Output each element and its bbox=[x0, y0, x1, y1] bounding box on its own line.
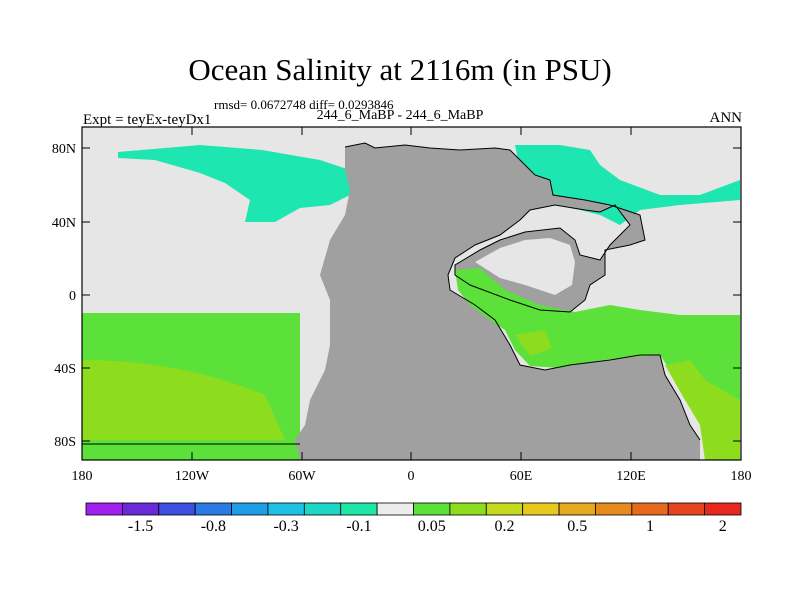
southeast-strong-anomaly bbox=[665, 360, 740, 460]
land-mass bbox=[295, 143, 700, 460]
colorbar-swatch bbox=[558, 502, 596, 516]
colorbar-swatch bbox=[194, 502, 232, 516]
lon-label-180w: 180 bbox=[72, 469, 93, 484]
tethys-strong-anomaly bbox=[515, 330, 552, 356]
coastline bbox=[344, 142, 701, 441]
period-label: 244_6_MaBP - 244_6_MaBP bbox=[316, 108, 484, 123]
colorbar-swatch bbox=[376, 502, 414, 516]
colorbar-label: -0.3 bbox=[273, 518, 298, 535]
colorbar-label: 0.5 bbox=[567, 518, 587, 535]
colorbar-swatch bbox=[303, 502, 342, 516]
colorbar-swatch bbox=[485, 502, 524, 516]
colorbar-swatch bbox=[631, 502, 669, 516]
lat-label-0: 0 bbox=[69, 289, 76, 304]
colorbar-swatch bbox=[704, 502, 742, 516]
colorbar-label: 1 bbox=[646, 518, 654, 535]
colorbar-swatch bbox=[267, 502, 305, 516]
colorbar-swatch bbox=[667, 502, 706, 516]
colorbar-label: -0.1 bbox=[346, 518, 371, 535]
colorbar-swatch bbox=[449, 502, 487, 516]
season-label: ANN bbox=[709, 110, 743, 126]
colorbar-swatch bbox=[522, 502, 560, 516]
colorbar-label: 2 bbox=[719, 518, 727, 535]
colorbar-swatch bbox=[340, 502, 378, 516]
colorbar-label: 0.2 bbox=[494, 518, 514, 535]
lat-label-80s: 80S bbox=[54, 435, 76, 450]
tethys-anomaly bbox=[455, 268, 740, 460]
south-ocean-strong-anomaly bbox=[82, 360, 285, 440]
colorbar-swatch bbox=[121, 502, 160, 516]
lon-label-60e: 60E bbox=[510, 469, 533, 484]
lon-label-120w: 120W bbox=[175, 469, 210, 484]
inner-sea bbox=[475, 238, 575, 295]
colorbar-label: 0.05 bbox=[418, 518, 446, 535]
colorbar-swatch bbox=[595, 502, 633, 516]
plot-subtitle: rmsd= 0.0672748 diff= 0.0293846 bbox=[214, 97, 394, 112]
lat-label-80n: 80N bbox=[52, 142, 76, 157]
plot-title: Ocean Salinity at 2116m (in PSU) bbox=[188, 52, 612, 87]
colorbar-label: -1.5 bbox=[128, 518, 153, 535]
north-pacific-anomaly bbox=[118, 145, 350, 222]
lon-label-180e: 180 bbox=[731, 469, 752, 484]
map-plot: 80N 40N 0 40S 80S 180 120W 60W 0 60E bbox=[52, 126, 752, 484]
lon-label-60w: 60W bbox=[288, 469, 316, 484]
colorbar-swatch bbox=[413, 502, 451, 516]
lat-label-40s: 40S bbox=[54, 362, 76, 377]
experiment-label: Expt = teyEx-teyDx1 bbox=[83, 112, 212, 128]
lat-label-40n: 40N bbox=[52, 216, 76, 231]
colorbar-swatch bbox=[231, 502, 269, 516]
colorbar: -1.5 -0.8 -0.3 -0.1 0.05 0.2 0.5 1 2 bbox=[85, 502, 742, 535]
colorbar-swatch bbox=[85, 502, 123, 516]
colorbar-swatch bbox=[158, 502, 196, 516]
lon-label-120e: 120E bbox=[616, 469, 646, 484]
lon-label-0: 0 bbox=[408, 469, 415, 484]
colorbar-label: -0.8 bbox=[201, 518, 226, 535]
